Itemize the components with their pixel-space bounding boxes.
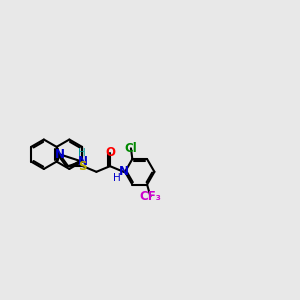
Text: H: H (78, 148, 86, 158)
Text: Cl: Cl (124, 142, 137, 155)
Text: N: N (118, 165, 129, 178)
Text: N: N (78, 154, 88, 167)
Text: CF₃: CF₃ (140, 190, 161, 203)
Text: H: H (113, 173, 121, 183)
Text: S: S (79, 160, 87, 173)
Text: N: N (55, 148, 65, 161)
Text: O: O (105, 146, 115, 159)
